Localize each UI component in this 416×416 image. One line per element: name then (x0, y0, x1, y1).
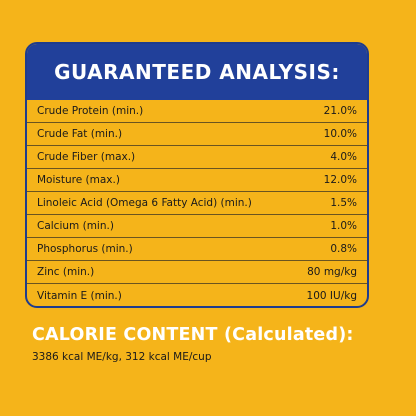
calorie-title: CALORIE CONTENT (Calculated): (32, 325, 354, 345)
row-value: 100 IU/kg (306, 289, 357, 302)
row-value: 1.0% (330, 220, 357, 232)
row-label: Vitamin E (min.) (37, 289, 122, 302)
row-label: Crude Fiber (max.) (37, 151, 136, 163)
row-value: 10.0% (323, 128, 357, 140)
row-value: 0.8% (330, 243, 357, 255)
calorie-content-section: CALORIE CONTENT (Calculated): 3386 kcal … (32, 325, 354, 363)
table-row: Calcium (min.) 1.0% (27, 215, 367, 238)
table-row: Linoleic Acid (Omega 6 Fatty Acid) (min.… (27, 192, 367, 215)
table-row: Crude Protein (min.) 21.0% (27, 100, 367, 123)
table-row: Crude Fiber (max.) 4.0% (27, 146, 367, 169)
row-value: 12.0% (323, 174, 357, 186)
table-row: Zinc (min.) 80 mg/kg (27, 261, 367, 284)
row-label: Zinc (min.) (37, 266, 95, 278)
row-value: 80 mg/kg (307, 266, 357, 278)
table-row: Vitamin E (min.) 100 IU/kg (27, 284, 367, 306)
table-row: Crude Fat (min.) 10.0% (27, 123, 367, 146)
row-label: Crude Fat (min.) (37, 128, 123, 140)
guaranteed-analysis-panel: GUARANTEED ANALYSIS: Crude Protein (min.… (25, 42, 369, 308)
row-value: 21.0% (323, 105, 357, 117)
row-value: 4.0% (330, 151, 357, 163)
row-label: Crude Protein (min.) (37, 105, 144, 117)
row-label: Moisture (max.) (37, 174, 120, 186)
analysis-table: Crude Protein (min.) 21.0% Crude Fat (mi… (27, 100, 367, 306)
row-label: Calcium (min.) (37, 220, 114, 232)
table-row: Moisture (max.) 12.0% (27, 169, 367, 192)
row-label: Phosphorus (min.) (37, 243, 133, 255)
panel-header: GUARANTEED ANALYSIS: (27, 44, 367, 100)
row-label: Linoleic Acid (Omega 6 Fatty Acid) (min.… (37, 197, 252, 209)
calorie-value: 3386 kcal ME/kg, 312 kcal ME/cup (32, 351, 212, 363)
row-value: 1.5% (330, 197, 357, 209)
table-row: Phosphorus (min.) 0.8% (27, 238, 367, 261)
panel-title: GUARANTEED ANALYSIS: (54, 60, 340, 84)
